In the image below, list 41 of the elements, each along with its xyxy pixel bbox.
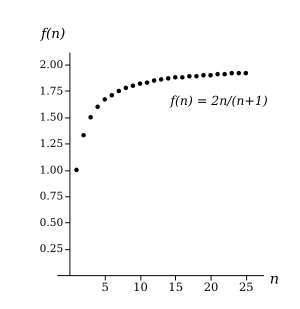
y-tick-label: 0.25 <box>40 243 64 256</box>
y-axis-title: f(n) <box>40 27 66 42</box>
x-tick-label: 5 <box>102 280 109 294</box>
x-tick-label: 10 <box>133 280 148 294</box>
annotation: f(n) = 2n/(n+1) <box>169 93 268 108</box>
y-tick-label: 0.75 <box>40 190 64 203</box>
point <box>180 75 185 80</box>
point <box>88 115 93 120</box>
point <box>158 77 164 82</box>
point <box>130 84 136 88</box>
point <box>166 76 170 81</box>
y-tick-label: 2.00 <box>40 59 64 72</box>
point <box>74 168 79 172</box>
y-tick-label: 0.50 <box>40 216 64 229</box>
x-tick-label: 20 <box>204 280 218 294</box>
point <box>229 70 234 76</box>
point <box>110 92 114 98</box>
point <box>102 97 107 102</box>
point <box>81 132 86 138</box>
y-tick-label: 1.50 <box>40 112 64 124</box>
x-tick-label: 15 <box>168 280 184 294</box>
point <box>95 104 100 110</box>
point <box>208 72 213 78</box>
point <box>124 86 128 90</box>
point <box>144 80 150 85</box>
point <box>116 88 122 94</box>
point <box>244 70 248 76</box>
x-tick-label: 25 <box>238 280 254 294</box>
y-tick-label: 1.25 <box>40 138 64 150</box>
point <box>222 72 227 76</box>
point <box>194 74 199 79</box>
point <box>187 74 192 79</box>
x-axis-title: n <box>270 271 279 288</box>
point <box>215 72 220 76</box>
y-tick-label: 1.75 <box>40 85 64 98</box>
point <box>236 70 242 76</box>
y-tick-label: 1.00 <box>40 164 64 176</box>
point <box>173 75 178 80</box>
point <box>201 72 206 78</box>
point <box>152 78 156 83</box>
point <box>138 81 142 86</box>
